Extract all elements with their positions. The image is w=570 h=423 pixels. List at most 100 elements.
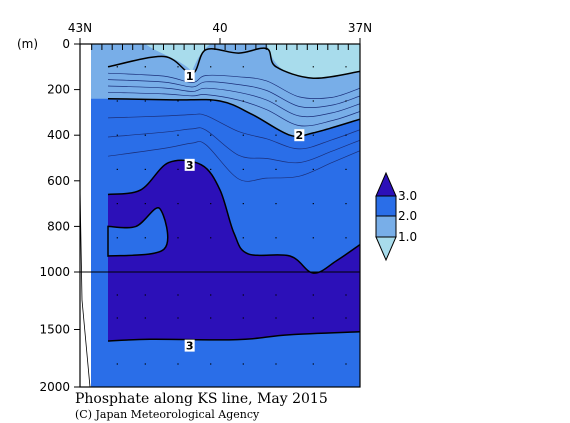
sample-point bbox=[345, 168, 347, 170]
y-tick-label: 2000 bbox=[39, 380, 70, 394]
contour-thin-upper bbox=[107, 85, 360, 118]
contour-thin-lower bbox=[107, 127, 360, 164]
sample-point bbox=[275, 363, 277, 365]
sample-point bbox=[144, 134, 146, 136]
sample-point bbox=[275, 203, 277, 205]
sample-point bbox=[345, 363, 347, 365]
y-unit-label: (m) bbox=[17, 37, 38, 51]
band-gt3-fill bbox=[108, 160, 360, 341]
sample-point bbox=[177, 317, 179, 319]
y-tick-label: 600 bbox=[47, 174, 70, 188]
sample-point bbox=[242, 134, 244, 136]
sample-point bbox=[144, 203, 146, 205]
sample-point bbox=[144, 317, 146, 319]
sample-point bbox=[345, 237, 347, 239]
sample-point bbox=[116, 317, 118, 319]
sample-point bbox=[210, 237, 212, 239]
sample-point bbox=[116, 168, 118, 170]
sample-point bbox=[345, 66, 347, 68]
no-data-strip bbox=[80, 44, 91, 387]
y-tick-label: 400 bbox=[47, 128, 70, 142]
contour-thin-lower bbox=[107, 113, 360, 150]
sample-point bbox=[210, 203, 212, 205]
band-lt1-fill-south bbox=[266, 44, 360, 79]
sample-point bbox=[210, 317, 212, 319]
x-axis: 43N 40 37N bbox=[68, 21, 372, 44]
sample-point bbox=[312, 168, 314, 170]
sample-point bbox=[242, 317, 244, 319]
contour-line-3-lower bbox=[107, 331, 360, 342]
contour-label: 1 bbox=[186, 70, 194, 83]
sample-point bbox=[116, 66, 118, 68]
sample-point bbox=[275, 294, 277, 296]
sample-point bbox=[275, 66, 277, 68]
sample-point bbox=[144, 237, 146, 239]
sample-point bbox=[116, 203, 118, 205]
contour-label-background bbox=[184, 158, 195, 171]
sample-point bbox=[345, 203, 347, 205]
sample-point bbox=[144, 66, 146, 68]
contour-labels: 1 2 3 3 bbox=[184, 69, 305, 353]
colorbar: 3.0 2.0 1.0 bbox=[375, 171, 417, 262]
sample-point bbox=[312, 100, 314, 102]
sample-point bbox=[312, 203, 314, 205]
colorbar-label-3: 3.0 bbox=[398, 189, 417, 203]
sample-point bbox=[242, 363, 244, 365]
sample-point bbox=[312, 363, 314, 365]
sample-point bbox=[345, 317, 347, 319]
sample-point bbox=[177, 168, 179, 170]
y-axis: 0 200 400 600 800 1000 1500 2000 bbox=[39, 37, 80, 394]
sample-point bbox=[177, 203, 179, 205]
sample-point bbox=[242, 66, 244, 68]
sample-point bbox=[275, 168, 277, 170]
y-tick-label: 200 bbox=[47, 83, 70, 97]
sample-point bbox=[345, 100, 347, 102]
sample-points bbox=[116, 66, 347, 365]
colorbar-bin-2-3 bbox=[375, 195, 397, 217]
sample-point bbox=[144, 168, 146, 170]
contour-line-1 bbox=[107, 47, 360, 79]
contour-label-background bbox=[184, 339, 195, 352]
sample-point bbox=[116, 294, 118, 296]
sample-point bbox=[242, 168, 244, 170]
contour-thin-upper bbox=[107, 91, 360, 127]
chart-title: Phosphate along KS line, May 2015 bbox=[75, 391, 328, 407]
x-tick-label: 37N bbox=[348, 21, 372, 35]
sample-point bbox=[210, 100, 212, 102]
sample-point bbox=[210, 168, 212, 170]
sample-point bbox=[177, 237, 179, 239]
sample-point bbox=[345, 294, 347, 296]
sample-point bbox=[312, 134, 314, 136]
colorbar-bottom-triangle bbox=[375, 236, 397, 262]
sample-point bbox=[312, 66, 314, 68]
sample-point bbox=[275, 100, 277, 102]
sample-point bbox=[144, 363, 146, 365]
sample-point bbox=[210, 294, 212, 296]
contour-line-2 bbox=[107, 97, 360, 138]
sample-point bbox=[312, 237, 314, 239]
sample-point bbox=[312, 317, 314, 319]
colorbar-label-2: 2.0 bbox=[398, 209, 417, 223]
sample-point bbox=[312, 294, 314, 296]
contour-thin-upper bbox=[107, 72, 360, 100]
sample-point bbox=[116, 237, 118, 239]
colorbar-label-1: 1.0 bbox=[398, 230, 417, 244]
colorbar-bin-1-2 bbox=[375, 215, 397, 238]
sample-point bbox=[275, 317, 277, 319]
sample-point bbox=[242, 100, 244, 102]
contour-thin-lower bbox=[107, 141, 360, 182]
sample-point bbox=[275, 134, 277, 136]
sample-point bbox=[116, 134, 118, 136]
x-tick-label: 40 bbox=[212, 21, 227, 35]
x-tick-label: 43N bbox=[68, 21, 92, 35]
y-tick-label: 1000 bbox=[39, 265, 70, 279]
sample-point bbox=[116, 363, 118, 365]
sample-point bbox=[177, 134, 179, 136]
contour-thin-upper bbox=[107, 79, 360, 108]
contour-label: 2 bbox=[296, 129, 304, 142]
sample-point bbox=[210, 363, 212, 365]
sample-point bbox=[177, 66, 179, 68]
sample-point bbox=[177, 100, 179, 102]
band-gt3-pocket bbox=[108, 207, 168, 256]
y-tick-label: 800 bbox=[47, 219, 70, 233]
